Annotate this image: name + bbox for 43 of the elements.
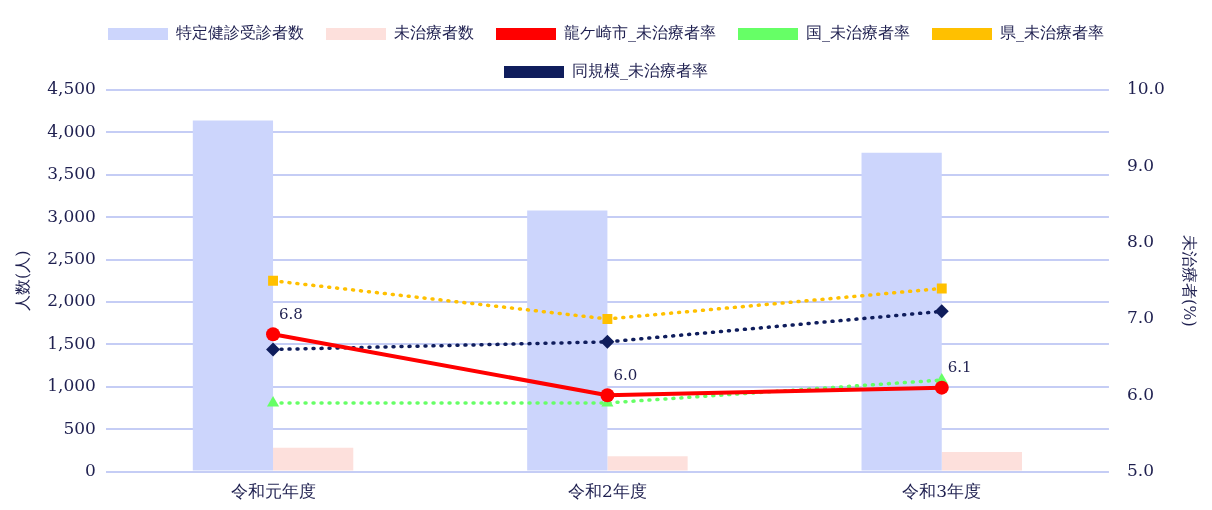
- y-tick-label: 0: [85, 460, 96, 481]
- y2-tick-label: 5.0: [1126, 460, 1154, 481]
- y-tick-label: 3,500: [47, 163, 96, 184]
- y-axis-title: 人数(人): [12, 250, 32, 312]
- point: [936, 283, 947, 294]
- y2-tick-label: 10.0: [1126, 78, 1165, 99]
- y2-tick-label: 9.0: [1126, 154, 1154, 175]
- legend-label: 特定健診受診者数: [176, 23, 304, 43]
- y-tick-label: 1,000: [47, 375, 96, 396]
- y-tick-label: 2,500: [47, 248, 96, 269]
- y2-tick-label: 7.0: [1126, 307, 1154, 328]
- point: [266, 342, 281, 357]
- point: [600, 334, 615, 349]
- point: [266, 327, 281, 342]
- bar: [941, 452, 1023, 471]
- point: [268, 275, 278, 286]
- legend-label: 国_未治療者率: [806, 23, 910, 43]
- legend-label: 龍ケ崎市_未治療者率: [564, 23, 716, 43]
- x-tick-label: 令和元年度: [230, 481, 316, 502]
- x-tick-label: 令和2年度: [567, 481, 647, 502]
- point: [600, 388, 615, 403]
- bar: [607, 456, 688, 471]
- data-label: 6.0: [613, 365, 638, 384]
- point: [602, 314, 613, 324]
- data-label: 6.1: [947, 358, 972, 377]
- y2-tick-label: 6.0: [1126, 383, 1154, 404]
- y2-axis-title: 未治療者(%): [1180, 234, 1200, 327]
- legend-label: 県_未治療者率: [1000, 23, 1104, 43]
- y-tick-label: 4,000: [47, 120, 96, 141]
- x-tick-label: 令和3年度: [902, 481, 982, 502]
- legend-label: 未治療者数: [394, 23, 474, 43]
- y-tick-label: 1,500: [47, 332, 96, 353]
- point: [934, 304, 949, 319]
- point: [934, 380, 949, 395]
- y-tick-label: 4,500: [47, 78, 96, 99]
- legend-label: 同規模_未治療者率: [572, 61, 708, 81]
- y-tick-label: 500: [63, 417, 96, 438]
- data-label: 6.8: [279, 304, 303, 323]
- y-tick-label: 3,000: [47, 205, 96, 226]
- y2-tick-label: 8.0: [1126, 231, 1154, 252]
- bar: [273, 447, 354, 471]
- y-tick-label: 2,000: [47, 290, 96, 311]
- point: [266, 395, 280, 407]
